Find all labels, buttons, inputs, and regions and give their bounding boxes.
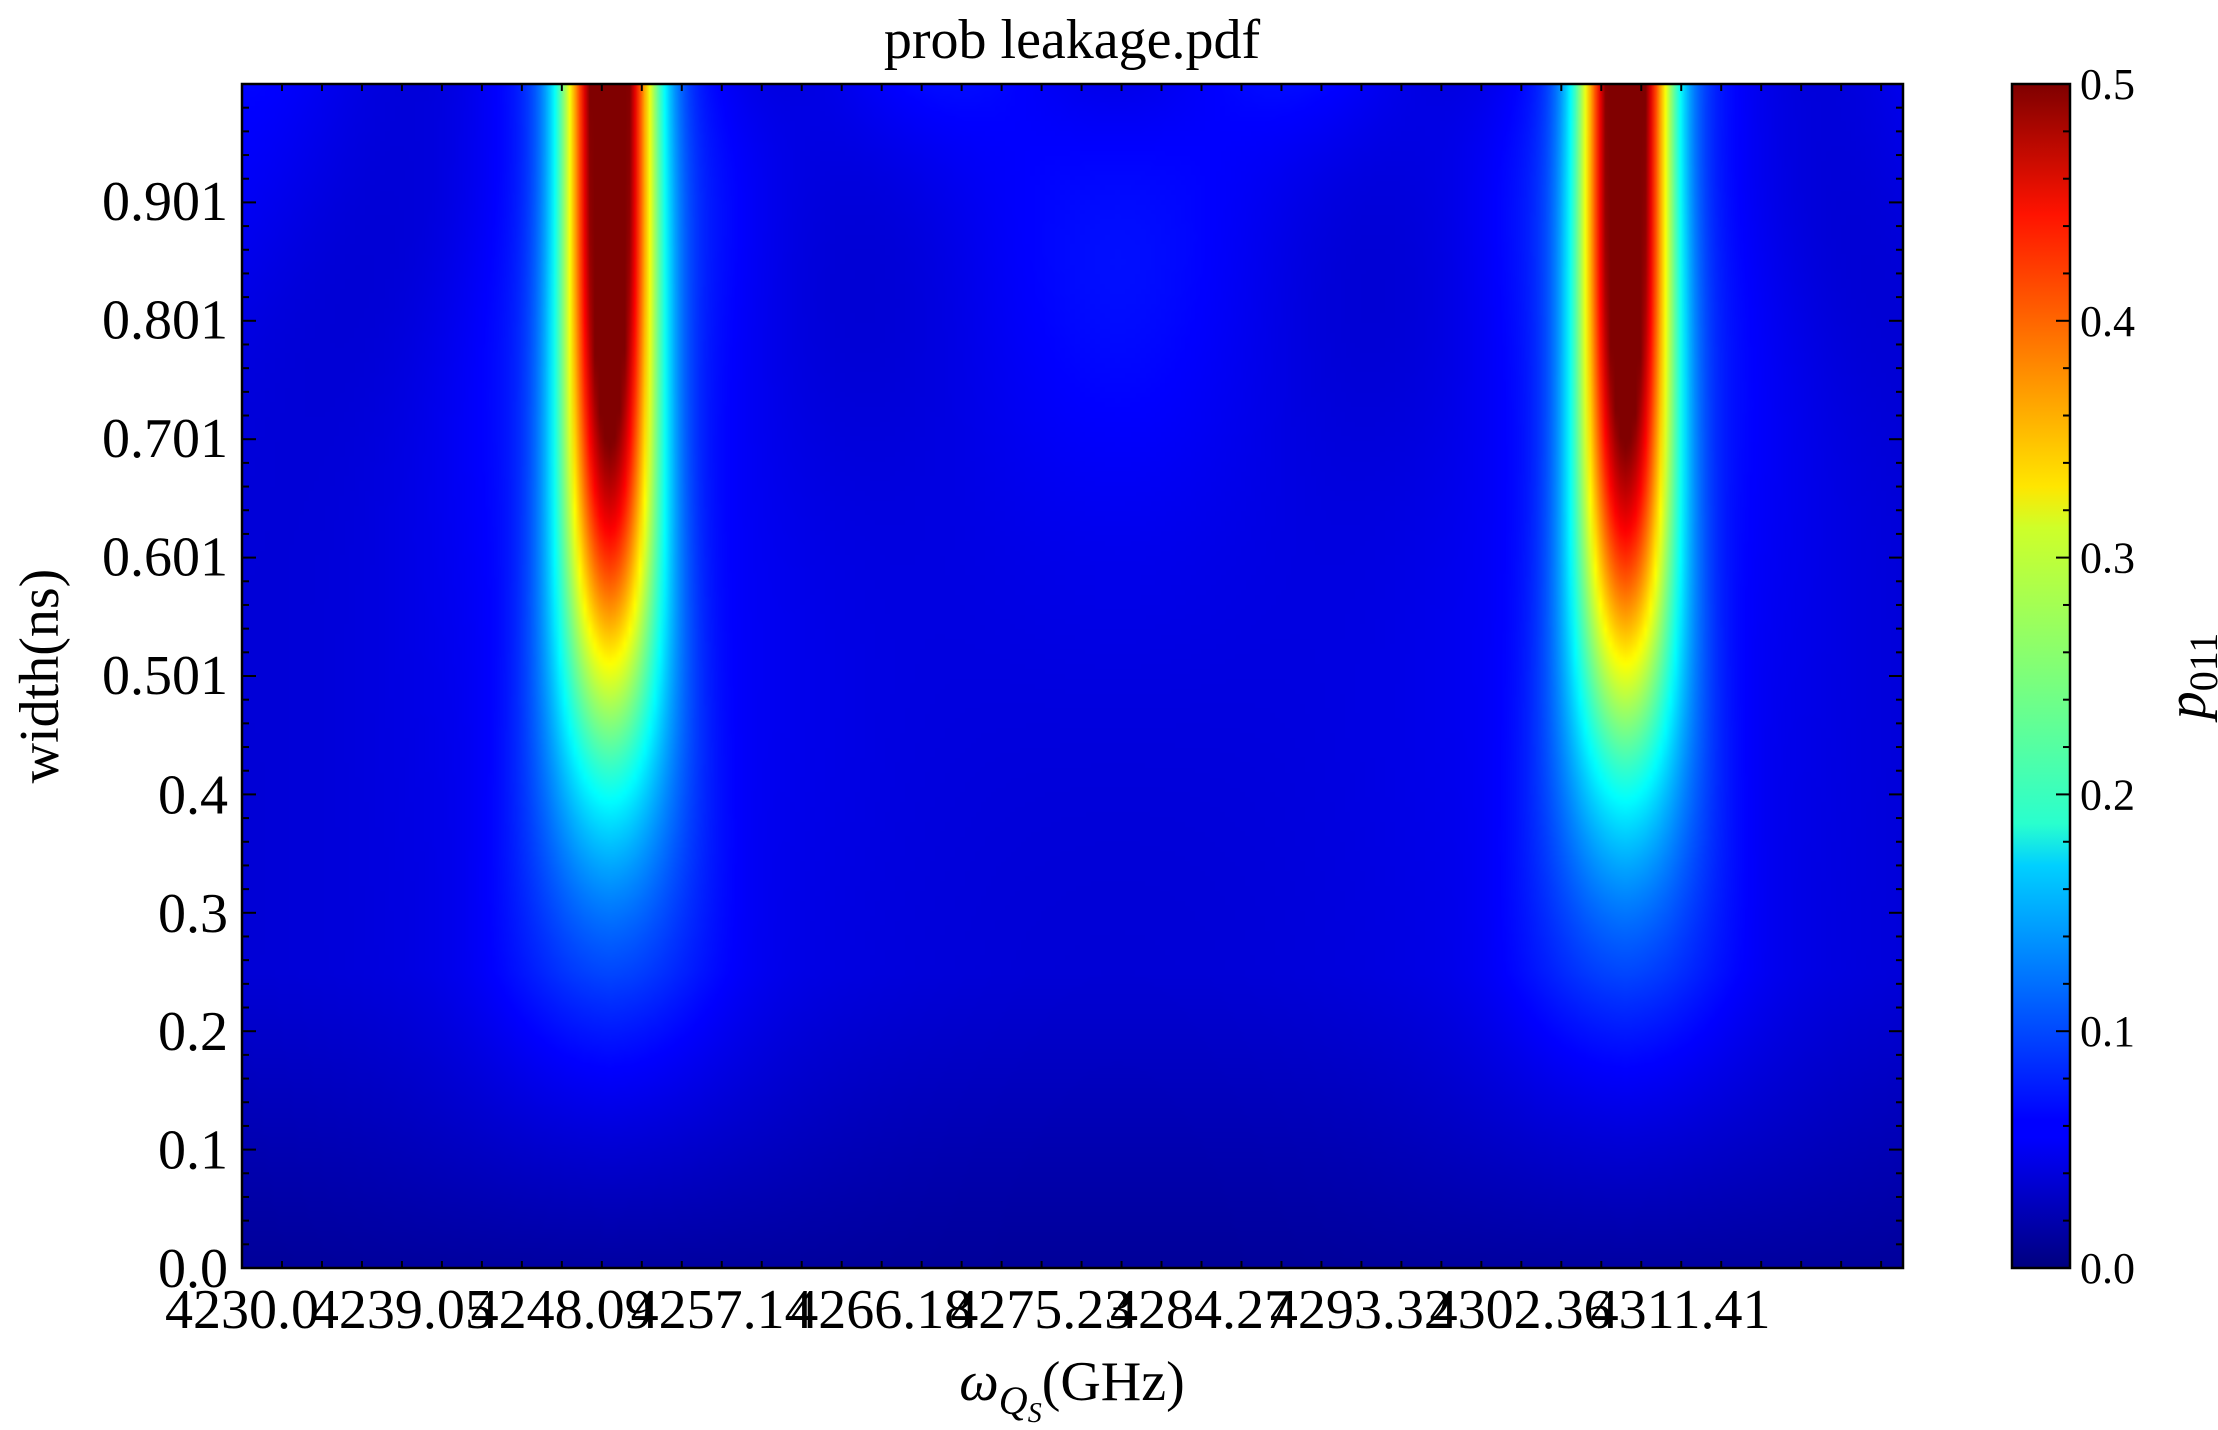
y-tick-label: 0.4 [158, 764, 228, 826]
y-tick-label: 0.501 [102, 645, 228, 707]
x-tick-label: 4293.32 [1270, 1279, 1452, 1341]
y-tick-label: 0.701 [102, 408, 228, 470]
x-tick-label: 4257.14 [631, 1279, 813, 1341]
colorbar-label: p011 [2156, 633, 2218, 724]
y-axis-label: width(ns) [9, 569, 71, 784]
x-tick-label: 4275.23 [950, 1279, 1132, 1341]
y-tick-label: 0.1 [158, 1120, 228, 1182]
colorbar-tick-label: 0.2 [2080, 770, 2135, 819]
x-tick-label: 4284.27 [1110, 1279, 1292, 1341]
y-tick-label: 0.0 [158, 1238, 228, 1300]
colorbar-tick-label: 0.4 [2080, 297, 2135, 346]
x-tick-label: 4248.09 [471, 1279, 653, 1341]
x-tick-label: 4239.05 [311, 1279, 493, 1341]
y-tick-label: 0.601 [102, 526, 228, 588]
chart-title: prob leakage.pdf [884, 9, 1261, 71]
colorbar: 0.0 0.1 0.2 0.3 0.4 0.5 [2010, 60, 2135, 1293]
x-tick-label: 4311.41 [1591, 1279, 1771, 1341]
colorbar-tick-label: 0.3 [2080, 534, 2135, 583]
colorbar-tick-label: 0.1 [2080, 1007, 2135, 1056]
colorbar-tick-label: 0.0 [2080, 1244, 2135, 1293]
heatmap-area [242, 84, 1903, 1268]
x-axis-ticks: 4230.04239.054248.094257.144266.184275.2… [165, 84, 1883, 1341]
y-tick-label: 0.3 [158, 883, 228, 945]
x-axis-label: ωQS(GHz) [959, 1351, 1184, 1429]
x-tick-label: 4302.36 [1430, 1279, 1612, 1341]
heatmap-image [242, 84, 1903, 1268]
y-tick-label: 0.801 [102, 290, 228, 352]
y-tick-label: 0.901 [102, 171, 228, 233]
colorbar-tick-label: 0.5 [2080, 60, 2135, 109]
x-tick-label: 4266.18 [790, 1279, 972, 1341]
x-tick-label: 4230.0 [165, 1279, 319, 1341]
colorbar-ticks: 0.0 0.1 0.2 0.3 0.4 0.5 [2056, 60, 2135, 1293]
y-axis-ticks: 0.0 0.1 0.2 0.3 0.4 0.501 0.601 0.701 0.801 0.901 [102, 83, 1903, 1300]
colorbar-gradient [2012, 84, 2070, 1268]
y-tick-label: 0.2 [158, 1001, 228, 1063]
colorbar-frame [2010, 82, 2072, 1270]
